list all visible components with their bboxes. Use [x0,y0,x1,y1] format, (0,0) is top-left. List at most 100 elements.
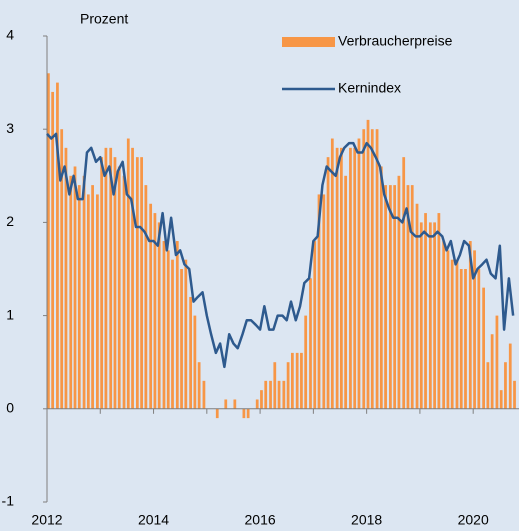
bar [508,343,512,409]
bar [357,138,361,409]
y-tick-label: 3 [6,120,14,136]
bar [100,157,104,409]
bar [290,352,294,409]
bar [464,269,467,409]
bar [166,250,170,409]
bar [477,269,481,409]
bar [117,166,121,409]
bar [246,408,250,419]
bar [202,380,206,409]
bar [215,408,219,419]
bar [482,287,485,409]
bar [269,380,272,409]
bar [144,185,148,409]
legend-swatch [282,37,335,47]
bar [459,269,463,409]
bar [180,269,183,409]
y-tick-label: 0 [6,400,14,416]
bar [109,147,113,409]
bar [157,222,161,409]
bar [69,175,73,409]
bar [96,194,99,409]
bar [77,185,81,409]
legend-label: Kernindex [338,80,401,96]
bar [242,408,246,419]
bar [322,194,326,409]
bar [313,241,317,409]
bar [282,380,286,409]
x-tick-label: 2018 [351,512,382,528]
bar [60,129,64,409]
bar [277,380,281,409]
bar [255,399,259,409]
bar [64,147,68,409]
bar [317,194,321,409]
x-tick-label: 2020 [458,512,489,528]
bar [233,399,237,409]
bar [264,380,268,409]
bar [126,138,130,409]
bar [393,185,397,409]
bar [397,175,401,409]
bar [113,157,117,409]
bar [184,259,188,409]
bar [379,166,383,409]
bar [419,222,423,409]
bar [104,147,108,409]
bar [384,185,387,409]
bar [486,362,490,409]
bar [344,175,348,409]
bar [446,250,450,409]
bar [389,185,392,409]
bar [189,296,192,409]
bar [326,157,330,409]
bar [513,380,516,409]
bar [362,129,366,409]
bar [473,250,476,409]
bar [295,352,299,409]
x-tick-label: 2012 [31,512,62,528]
y-tick-label: 2 [6,213,14,229]
bar [406,185,410,409]
bar [366,119,370,409]
x-tick-label: 2014 [138,512,169,528]
bar [450,259,454,409]
bar [91,185,94,409]
bar [370,129,374,409]
bar [433,222,436,409]
bar [162,241,166,409]
bar [455,259,459,409]
bar [51,91,55,409]
bar [330,138,334,409]
bar [122,175,126,409]
y-tick-label: 1 [6,306,14,322]
y-axis-label: Prozent [80,11,128,27]
bar [140,157,143,409]
bar [437,213,441,409]
bar [260,390,263,409]
bar [273,362,277,409]
bar [349,147,352,409]
bar [193,315,197,409]
bar [197,362,201,409]
bar [375,129,379,409]
bar [149,203,153,409]
bar [47,73,50,409]
bar [495,315,499,409]
bar [309,278,312,409]
bar [171,259,174,409]
line [46,132,515,369]
bar [424,213,427,409]
y-tick-label: -1 [2,493,15,509]
bar [56,82,59,409]
bar [73,166,77,409]
bar [304,315,308,409]
bar [410,185,414,409]
bar [428,222,432,409]
bar [468,241,472,409]
legend-label: Verbraucherpreise [338,33,453,49]
bar [442,241,446,409]
